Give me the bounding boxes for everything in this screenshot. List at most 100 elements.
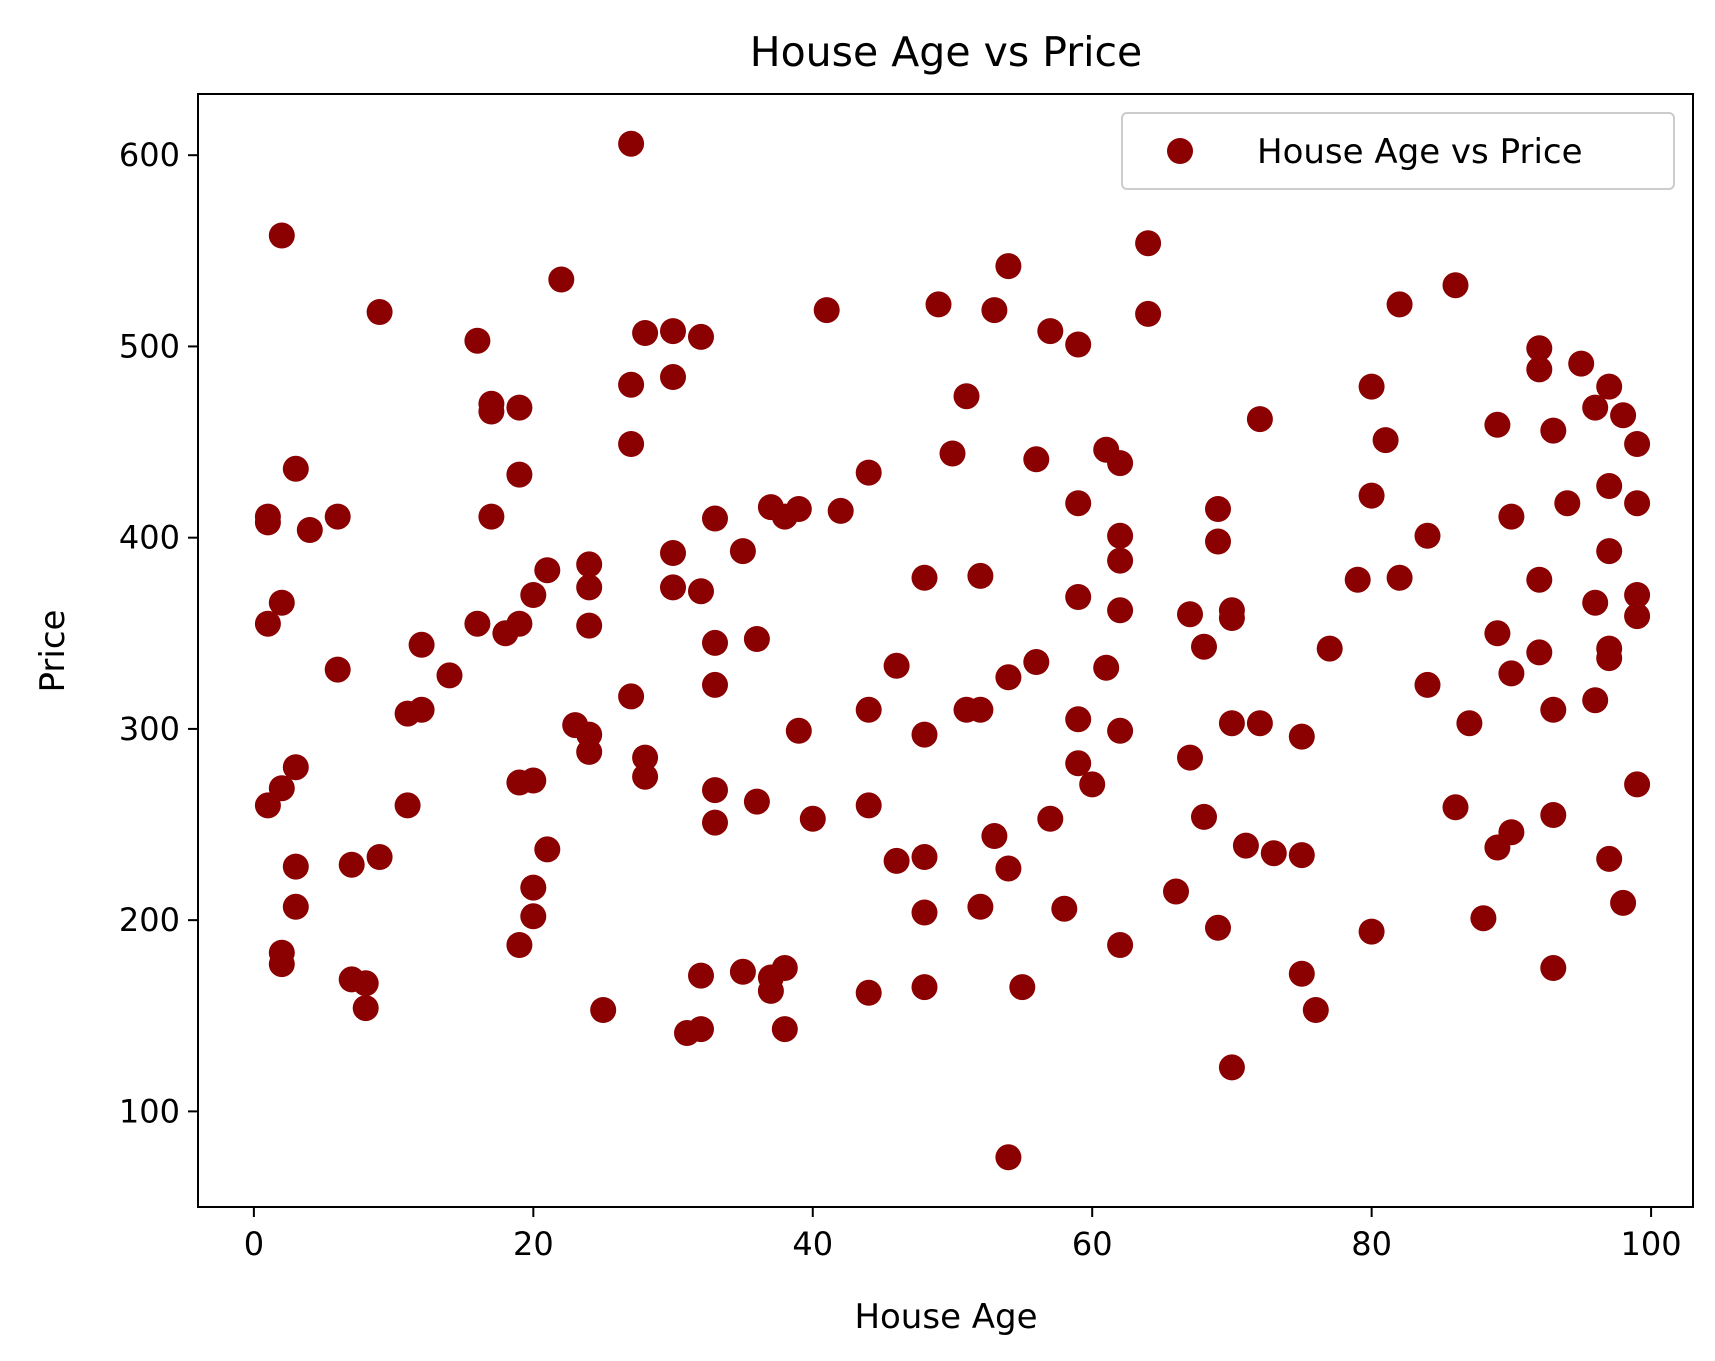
data-point [1288,842,1315,869]
data-point [702,629,728,656]
data-point [688,578,714,605]
data-point [911,844,938,870]
data-point [953,383,980,410]
data-point [743,626,770,652]
data-point [1205,914,1231,941]
data-point [1135,300,1162,327]
data-point [324,656,351,683]
data-point [366,299,393,325]
points-layer [254,130,1651,1171]
data-point [827,497,854,524]
data-point [534,557,561,584]
data-point [520,874,547,901]
data-point [855,979,882,1006]
data-point [1218,710,1245,737]
data-point [1107,450,1134,477]
data-point [1582,589,1609,616]
y-tick-label: 300 [119,710,180,748]
data-point [506,461,533,488]
data-point [911,899,938,926]
data-point [1246,406,1273,433]
data-point [1177,744,1203,771]
data-point [1470,905,1497,932]
data-point [1624,582,1651,608]
data-point [757,977,784,1004]
data-point [1498,819,1525,846]
data-point [618,431,645,457]
chart-title: House Age vs Price [750,28,1143,76]
legend-marker [1167,138,1193,164]
data-point [729,958,756,985]
data-point [1232,832,1259,859]
data-point [729,538,756,565]
data-point [702,671,728,698]
data-point [785,496,812,522]
y-tick-label: 100 [119,1092,180,1130]
data-point [618,371,645,398]
data-point [1596,373,1623,400]
data-point [967,696,994,723]
x-tick-label: 100 [1621,1225,1682,1263]
data-point [1526,566,1553,593]
x-axis-ticks: 0 20 40 60 80 100 [244,1207,1682,1263]
data-point [506,932,533,958]
data-point [1386,564,1413,591]
y-axis-label: Price [33,610,73,693]
data-point [1498,660,1525,687]
data-point [1191,633,1217,660]
x-tick-label: 0 [244,1225,264,1263]
data-point [1218,1054,1245,1081]
data-point [855,792,882,819]
data-point [660,318,686,345]
data-point [576,612,603,639]
data-point [702,809,728,836]
data-point [478,398,505,425]
data-point [408,631,435,658]
data-point [995,253,1022,280]
data-point [520,582,547,608]
x-tick-label: 40 [792,1225,833,1263]
data-point [939,440,966,467]
data-point [1456,710,1483,737]
data-point [1540,417,1567,444]
data-point [1191,803,1217,830]
data-point [1009,974,1036,1001]
data-point [1316,635,1343,662]
data-point [1023,649,1050,675]
data-point [911,974,938,1001]
data-point [618,130,645,157]
x-tick-label: 80 [1351,1225,1392,1263]
data-point [352,970,379,997]
data-point [1386,291,1413,318]
data-point [254,503,281,530]
data-point [394,792,421,819]
data-point [576,738,603,765]
data-point [1358,373,1385,400]
data-point [1107,717,1134,744]
data-point [1540,696,1567,723]
data-point [1246,710,1273,737]
data-point [995,664,1022,691]
data-point [1596,473,1623,499]
y-tick-label: 600 [119,136,180,174]
data-point [688,962,714,989]
data-point [1107,597,1134,624]
x-tick-label: 60 [1072,1225,1113,1263]
data-point [1065,750,1092,777]
data-point [911,721,938,748]
data-point [324,503,351,530]
data-point [688,323,714,350]
data-point [1414,522,1441,549]
x-tick-label: 20 [513,1225,554,1263]
data-point [1624,603,1651,630]
data-point [1302,997,1329,1023]
data-point [1624,431,1651,457]
data-point [813,297,840,324]
y-tick-label: 200 [119,901,180,939]
data-point [282,853,309,880]
data-point [1554,490,1581,517]
data-point [268,775,295,802]
data-point [883,847,910,874]
data-point [520,903,547,930]
